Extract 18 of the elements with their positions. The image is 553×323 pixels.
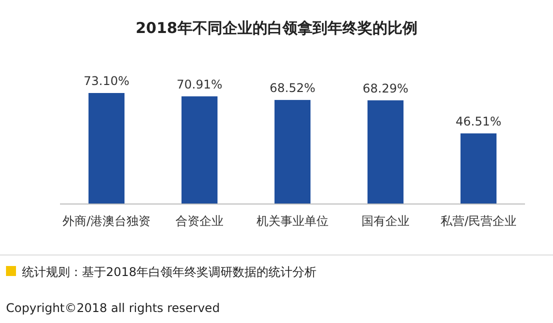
data-label: 73.10% <box>84 74 130 88</box>
bar <box>182 96 218 204</box>
chart-title: 2018年不同企业的白领拿到年终奖的比例 <box>136 19 418 37</box>
data-label: 70.91% <box>176 77 222 92</box>
bar <box>368 100 404 204</box>
data-label: 68.29% <box>362 81 408 96</box>
x-tick-label: 国有企业 <box>362 214 410 228</box>
x-tick-label: 外商/港澳台独资 <box>62 214 151 228</box>
data-label: 46.51% <box>456 114 502 128</box>
bar <box>460 133 496 204</box>
bar <box>274 100 310 204</box>
text: 统计规则：基于2018年白领年终奖调研数据的统计分析 <box>22 265 317 279</box>
data-label: 68.52% <box>270 80 316 95</box>
x-tick-label: 合资企业 <box>176 214 224 228</box>
x-tick-label: 机关事业单位 <box>256 214 328 228</box>
text: Copyright©2018 all rights reserved <box>6 301 220 315</box>
bar <box>88 93 124 204</box>
x-tick-label: 私营/民营企业 <box>440 214 517 228</box>
